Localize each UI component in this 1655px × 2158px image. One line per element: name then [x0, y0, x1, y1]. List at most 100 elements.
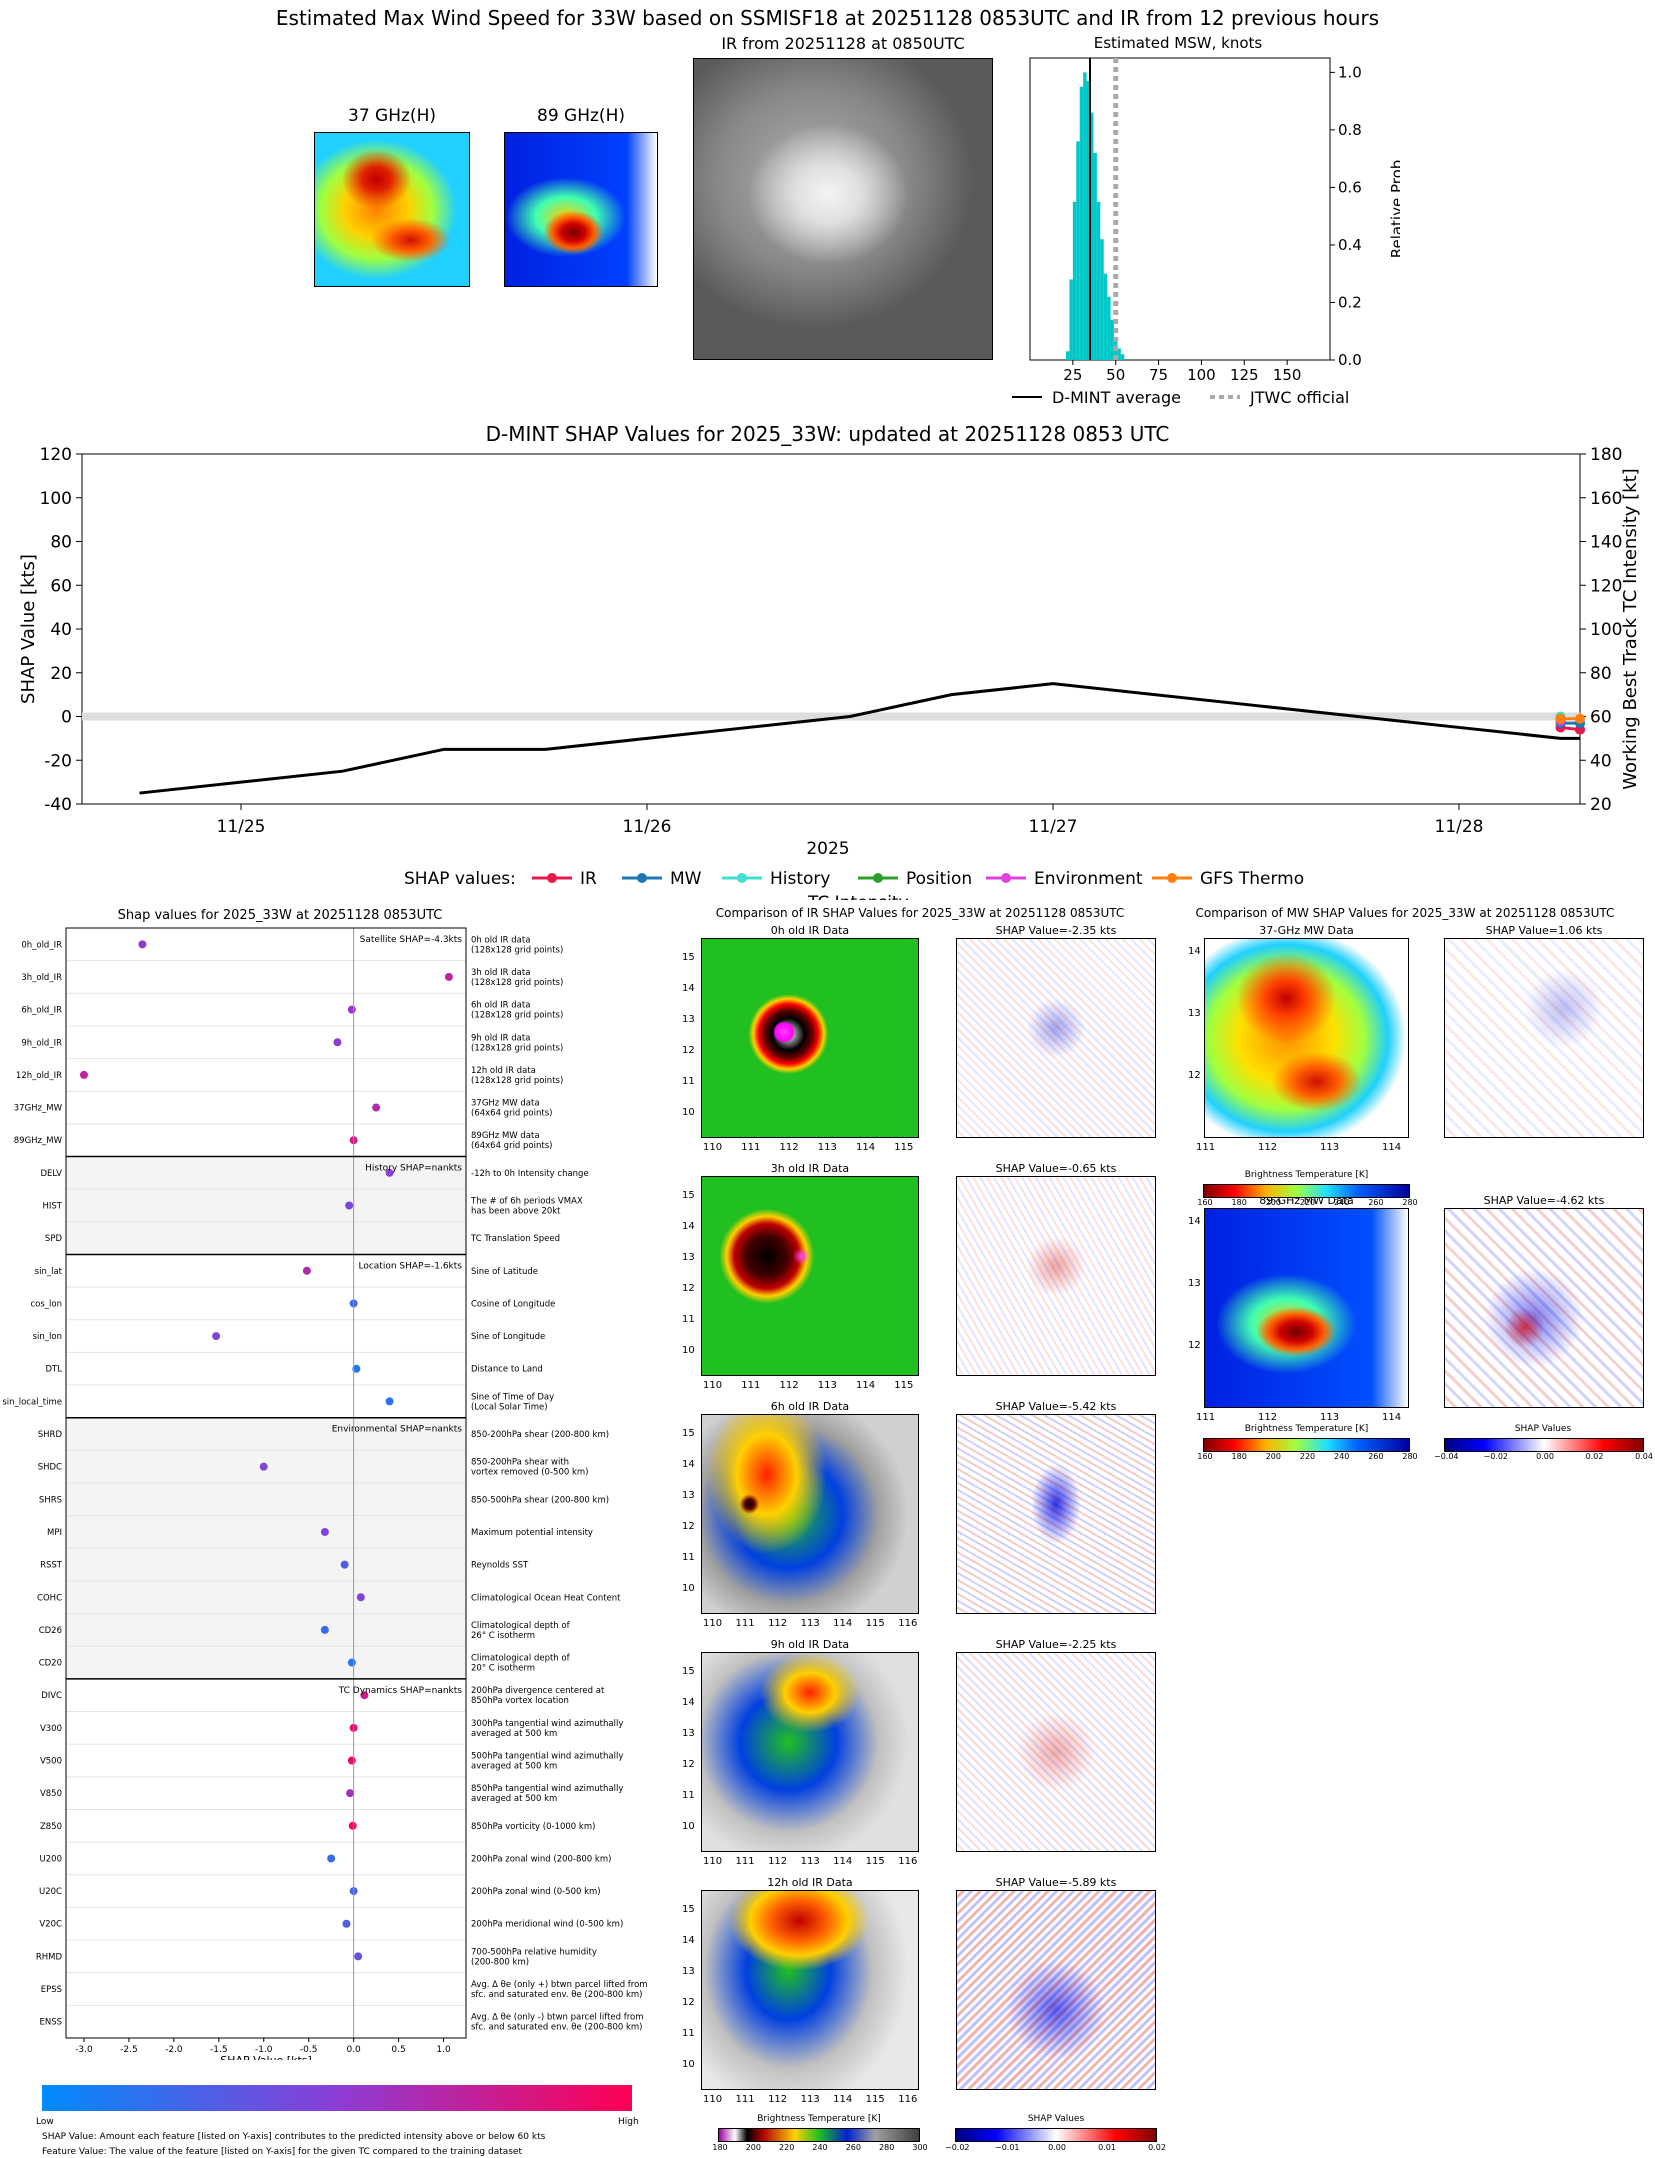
feature-name: 9h_old_IR [21, 1038, 62, 1048]
mw-bt-colorbar-label-top: Brightness Temperature [K] [1244, 1170, 1369, 1180]
msw-y-tick-label: 0.4 [1338, 236, 1362, 254]
colorbar-tick-label: 160 [1197, 1198, 1213, 1207]
ir-x-tick-label: 112 [768, 1856, 788, 1867]
ts-left-tick-label: 100 [40, 489, 72, 509]
ir-x-tick-label: 115 [865, 2094, 885, 2105]
label-37ghz: 37 GHz(H) [348, 106, 436, 126]
msw-y-tick-label: 0.8 [1338, 121, 1362, 139]
ir-row-image [701, 938, 919, 1138]
ir-x-tick-label: 116 [898, 1856, 918, 1867]
feature-description: 850-200hPa shear with [471, 1458, 569, 1468]
feature-shap-dot [372, 1103, 381, 1112]
ir-y-tick-label: 11 [682, 1314, 695, 1325]
ts-x-axis-label: 2025 [806, 839, 849, 859]
ts-legend-label: GFS Thermo [1200, 869, 1304, 889]
feature-name: DTL [46, 1365, 63, 1375]
ts-left-axis-label: SHAP Value [kts] [18, 554, 39, 704]
ts-x-tick-label: 11/25 [217, 817, 266, 837]
feature-name: MPI [47, 1528, 62, 1538]
label-89ghz: 89 GHz(H) [537, 106, 625, 126]
feature-name: SPD [45, 1234, 63, 1244]
ts-legend-label: MW [670, 869, 702, 889]
feature-name: 12h_old_IR [16, 1071, 62, 1081]
ir-y-tick-label: 13 [682, 1252, 695, 1263]
bee-axes-frame [65, 927, 467, 2039]
ir-y-tick-label: 10 [682, 1107, 695, 1118]
ir-bt-colorbar-ticks: 180 200 220 240 260 280 300 [712, 2143, 927, 2155]
feature-description: has been above 20kt [471, 1207, 561, 1217]
colorbar-tick-label: 0.04 [1635, 1452, 1653, 1461]
mw-shap-colorbar-ticks: −0.04 −0.02 0.00 0.02 0.04 [1434, 1452, 1653, 1464]
mw-y-tick-label: 14 [1188, 946, 1201, 957]
ir-x-tick-label: 110 [703, 1856, 723, 1867]
feature-description: The # of 6h periods VMAX [470, 1197, 583, 1207]
feature-shap-dot [346, 1789, 355, 1798]
mw-y-tick-label: 12 [1188, 1070, 1201, 1081]
feature-description: Sine of Time of Day [471, 1392, 554, 1402]
feature-description: 850hPa vortex location [471, 1696, 569, 1706]
feature-description: 9h old IR data [471, 1033, 530, 1043]
msw-bar [1083, 72, 1087, 360]
ts-x-tick-label: 11/27 [1029, 817, 1078, 837]
msw-x-tick-label: 100 [1187, 366, 1216, 384]
ir-y-tick-label: 14 [682, 1697, 695, 1708]
ir-row-label: 12h old IR Data [767, 1876, 853, 1889]
ir-x-tick-label: 116 [898, 2094, 918, 2105]
feature-description: Maximum potential intensity [471, 1528, 593, 1538]
colorbar-tick-label: −0.02 [1483, 1452, 1509, 1461]
ts-right-tick-label: 80 [1590, 664, 1612, 684]
bee-x-tick-label: -0.5 [300, 2045, 318, 2055]
feature-name: sin_lat [35, 1267, 63, 1277]
ir-x-tick-label: 111 [735, 2094, 755, 2105]
ir-y-tick-label: 12 [682, 1283, 695, 1294]
ir-row-image [701, 1414, 919, 1614]
colorbar-tick-label: 260 [1368, 1452, 1384, 1461]
feature-description: (200-800 km) [471, 1957, 529, 1967]
ts-right-tick-label: 60 [1590, 708, 1612, 728]
mw-x-tick-label: 112 [1258, 1142, 1278, 1153]
ts-right-tick-label: 120 [1590, 576, 1622, 596]
ir-shap-colorbar-label: SHAP Values [1027, 2114, 1085, 2124]
ir-x-tick-label: 111 [741, 1142, 761, 1153]
footnote-feature: Feature Value: The value of the feature … [42, 2147, 523, 2157]
ts-legend-marker [637, 873, 647, 883]
ir-bt-colorbar-label: Brightness Temperature [K] [757, 2114, 881, 2124]
colorbar-tick-label: 180 [712, 2143, 728, 2152]
ir-x-tick-label: 115 [894, 1142, 914, 1153]
cbar-high-label: High [618, 2117, 639, 2127]
feature-description: (128x128 grid points) [471, 1011, 563, 1021]
colorbar-tick-label: 0.02 [1148, 2143, 1166, 2152]
feature-description: averaged at 500 km [471, 1762, 557, 1772]
mw-x-tick-label: 111 [1196, 1142, 1216, 1153]
colorbar-tick-label: 300 [912, 2143, 928, 2152]
feature-name: CD26 [39, 1626, 62, 1636]
ir-x-tick-label: 112 [779, 1142, 799, 1153]
feature-name: V300 [40, 1724, 62, 1734]
colorbar-tick-label: −0.04 [1434, 1452, 1459, 1461]
mw-y-tick-label: 13 [1188, 1008, 1201, 1019]
group-label: Environmental SHAP=nankts [332, 1425, 463, 1435]
ts-right-tick-label: 160 [1590, 489, 1622, 509]
tc-intensity-line [139, 682, 1580, 795]
feature-description: 200hPa zonal wind (0-500 km) [471, 1887, 601, 1897]
feature-description: Sine of Latitude [471, 1267, 538, 1277]
feature-shap-dot [302, 1266, 311, 1275]
ts-right-axis-label: Working Best Track TC Intensity [kt] [1620, 468, 1641, 789]
mw-row-label: 37-GHz MW Data [1259, 924, 1354, 937]
msw-bar [1100, 239, 1104, 360]
feature-description: 850hPa tangential wind azimuthally [471, 1784, 623, 1794]
ts-right-tick-label: 180 [1590, 445, 1622, 465]
ir-y-tick-label: 13 [682, 1014, 695, 1025]
feature-description: sfc. and saturated env. θe (200-800 km) [471, 1990, 643, 2000]
ir-shap-image [956, 1652, 1156, 1852]
msw-bar [1120, 354, 1125, 360]
msw-y-tick-label: 1.0 [1338, 63, 1362, 81]
group-shade [66, 1156, 466, 1255]
mw-y-tick-label: 12 [1188, 1340, 1201, 1351]
feature-shap-dot [259, 1462, 268, 1471]
feature-name: U200 [40, 1854, 62, 1864]
colorbar-tick-label: 180 [1231, 1198, 1247, 1207]
mw-x-tick-label: 113 [1320, 1412, 1340, 1423]
msw-bar [1072, 201, 1077, 360]
ir-x-tick-label: 113 [800, 1618, 820, 1629]
